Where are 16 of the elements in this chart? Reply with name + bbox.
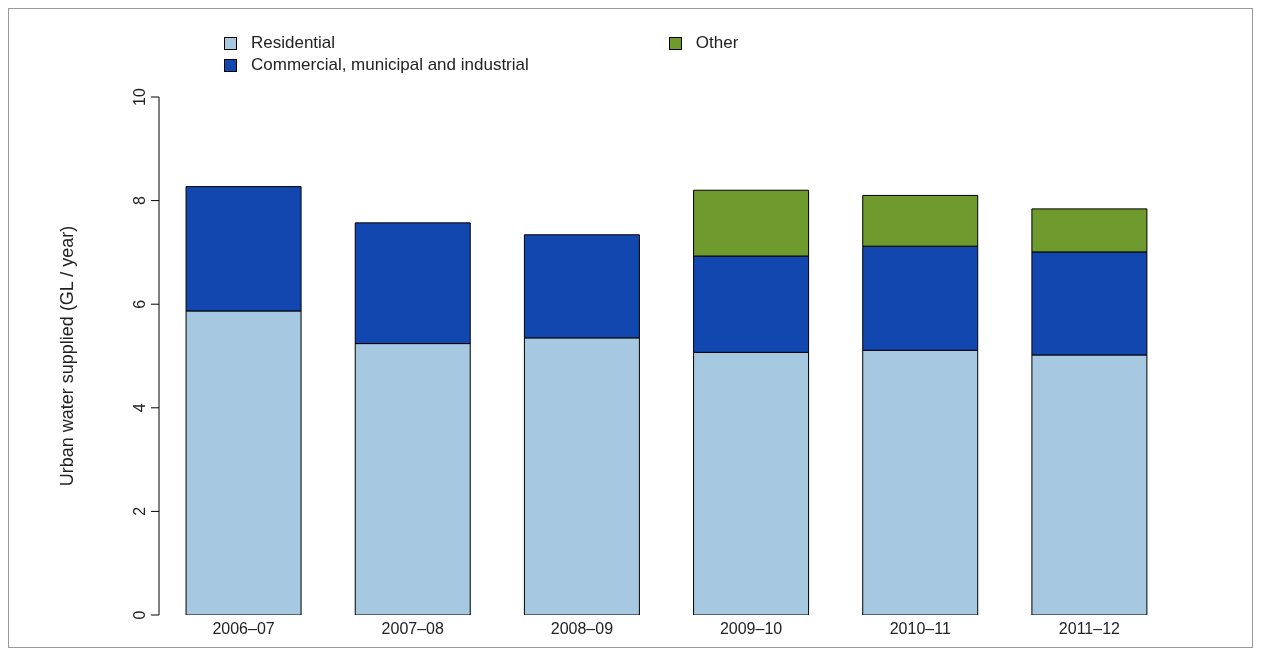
y-tick-label: 10: [131, 88, 148, 106]
legend-label: Other: [695, 33, 739, 53]
x-tick-label: 2010–11: [889, 620, 951, 638]
y-tick-label: 2: [131, 506, 148, 516]
x-tick-label: 2006–07: [212, 620, 275, 638]
x-tick-label: 2007–08: [381, 620, 444, 638]
y-axis-title: Urban water supplied (GL / year): [57, 225, 78, 487]
x-tick-label: 2011–12: [1058, 620, 1121, 638]
legend-label: Commercial, municipal and industrial: [251, 55, 529, 75]
y-tick-label: 4: [131, 403, 148, 413]
y-tick-label: 8: [131, 196, 148, 206]
x-tick-label: 2008–09: [550, 620, 614, 638]
legend-label: Residential: [251, 33, 336, 53]
y-tick-label: 6: [131, 299, 148, 309]
x-tick-label: 2009–10: [719, 620, 783, 638]
y-tick-label: 0: [131, 610, 148, 620]
